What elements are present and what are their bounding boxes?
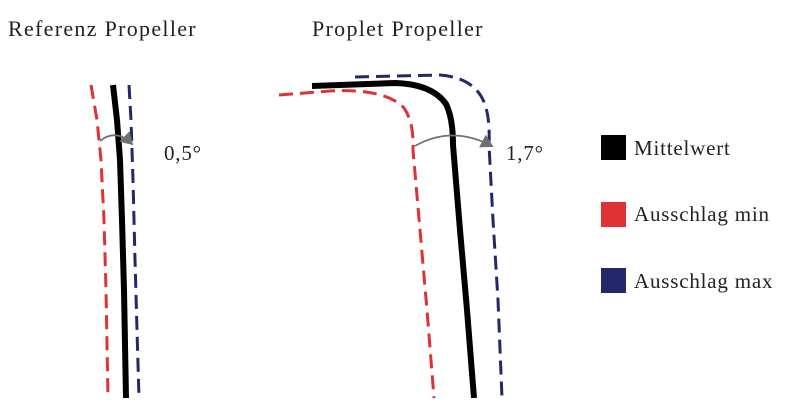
reference-propeller-title: Referenz Propeller xyxy=(8,16,197,41)
legend-swatch-mittelwert xyxy=(601,135,626,160)
legend-swatch-ausschlag-max xyxy=(601,268,626,293)
proplet-propeller-title: Proplet Propeller xyxy=(312,16,484,41)
legend-swatch-ausschlag-min xyxy=(601,202,626,227)
legend-label-ausschlag-max: Ausschlag max xyxy=(634,269,773,293)
legend-label-mittelwert: Mittelwert xyxy=(634,136,731,160)
proplet-min-curve xyxy=(278,89,436,399)
proplet-mean-curve xyxy=(311,79,477,399)
reference-angle-label: 0,5° xyxy=(164,141,202,165)
proplet-angle-label: 1,7° xyxy=(506,141,544,165)
proplet-max-curve xyxy=(354,73,504,399)
reference-mean-curve xyxy=(110,84,129,399)
proplet-propeller-group: 1,7° xyxy=(278,73,544,399)
reference-propeller-group: 0,5° xyxy=(89,84,202,399)
reference-angle-arrow xyxy=(99,131,134,146)
legend: Mittelwert Ausschlag min Ausschlag max xyxy=(601,135,773,293)
reference-max-curve xyxy=(127,84,141,399)
reference-min-curve xyxy=(89,84,110,399)
legend-label-ausschlag-min: Ausschlag min xyxy=(634,202,770,226)
proplet-angle-arrow xyxy=(414,134,494,148)
